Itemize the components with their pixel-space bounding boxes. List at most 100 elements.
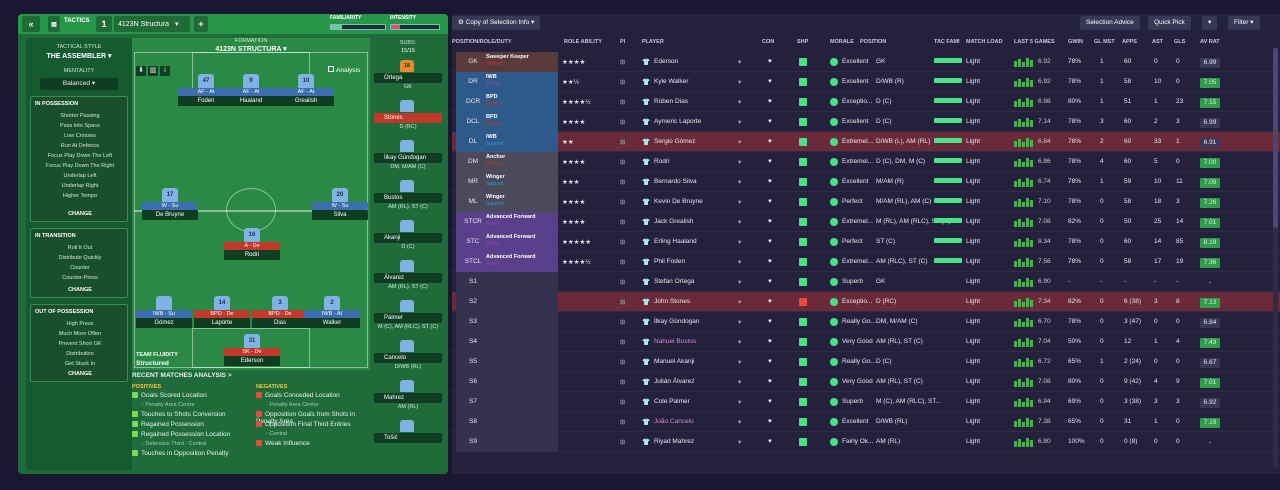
pi-icon[interactable]: ⊞ bbox=[620, 379, 626, 386]
table-scrollbar[interactable] bbox=[1273, 48, 1278, 468]
download-icon[interactable]: ⬇ bbox=[136, 66, 146, 76]
column-header[interactable]: CON bbox=[762, 39, 775, 45]
substitute-slot[interactable]: 18 Ortega GK bbox=[374, 60, 442, 98]
position-slot[interactable]: S8 bbox=[456, 412, 490, 432]
player-role-duty[interactable]: AF - At bbox=[278, 88, 334, 96]
column-header[interactable]: GWIN bbox=[1068, 39, 1083, 45]
chevron-down-icon[interactable]: ▾ bbox=[738, 399, 742, 406]
player-role-duty[interactable]: W - Su bbox=[142, 202, 198, 210]
player-role-duty[interactable]: W - Su bbox=[312, 202, 368, 210]
pi-icon[interactable]: ⊞ bbox=[620, 179, 626, 186]
role-duty-selector[interactable]: BPD Defend bbox=[484, 112, 558, 132]
pi-icon[interactable]: ⊞ bbox=[620, 219, 626, 226]
column-header[interactable]: ROLE ABILITY bbox=[564, 39, 602, 45]
substitute-slot[interactable]: Cancelo D/WB (RL) bbox=[374, 340, 442, 378]
substitute-slot[interactable]: Akanji D (C) bbox=[374, 220, 442, 258]
column-header[interactable]: APPS bbox=[1122, 39, 1137, 45]
role-duty-selector[interactable]: Anchor Defend bbox=[484, 152, 558, 172]
table-row[interactable]: S1 ⊞ 👕 Stefan Ortega ▾ ♥ Superb GK Light 6.90 - - - -… bbox=[452, 272, 1280, 292]
substitute-slot[interactable]: Álvarez AM (RL), ST (C) bbox=[374, 260, 442, 298]
quick-pick-button[interactable]: Quick Pick bbox=[1148, 16, 1191, 30]
player-role-duty[interactable]: AF - At bbox=[223, 88, 279, 96]
chevron-down-icon[interactable]: ▾ bbox=[738, 379, 742, 386]
table-row[interactable]: GK Sweeper Keeper Defend ★★★★ ⊞ 👕 Ederson ▾ ♥ Exc… bbox=[452, 52, 1280, 72]
chevron-down-icon[interactable]: ▾ bbox=[738, 259, 742, 266]
position-slot[interactable]: S4 bbox=[456, 332, 490, 352]
player-name[interactable]: Cole Palmer bbox=[654, 398, 690, 405]
bar-chart-icon[interactable]: ▥ bbox=[148, 66, 158, 76]
column-header[interactable]: MORALE bbox=[830, 39, 854, 45]
player-slot[interactable]: 47 AF - At Foden bbox=[178, 74, 234, 108]
player-slot[interactable]: 17 W - Su De Bruyne bbox=[142, 188, 198, 222]
chevron-down-icon[interactable]: ▾ bbox=[738, 239, 742, 246]
pi-icon[interactable]: ⊞ bbox=[620, 399, 626, 406]
chevron-down-icon[interactable]: ▾ bbox=[738, 79, 742, 86]
column-header[interactable]: MATCH LOAD bbox=[966, 39, 1003, 45]
role-duty-selector[interactable]: Advanced Forward Attack bbox=[484, 252, 558, 272]
player-name[interactable]: Nahuel Bustos bbox=[654, 338, 697, 345]
position-slot[interactable]: DL bbox=[456, 132, 490, 152]
pi-icon[interactable]: ⊞ bbox=[620, 279, 626, 286]
table-row[interactable]: ML Winger Support ★★★★ ⊞ 👕 Kevin De Bruyne ▾ ♥ Pe… bbox=[452, 192, 1280, 212]
chevron-down-icon[interactable]: ▾ bbox=[738, 179, 742, 186]
pi-icon[interactable]: ⊞ bbox=[620, 79, 626, 86]
chevron-down-icon[interactable]: ▾ bbox=[738, 339, 742, 346]
chevron-down-icon[interactable]: ▾ bbox=[738, 119, 742, 126]
table-row[interactable]: S6 ⊞ 👕 Julián Álvarez ▾ ♥ Very Good AM (RL), ST… bbox=[452, 372, 1280, 392]
table-row[interactable]: DL IWB Support ★★ ⊞ 👕 Sergio Gómez ▾ ♥ Extremel..… bbox=[452, 132, 1280, 152]
player-role-duty[interactable]: AF - At bbox=[178, 88, 234, 96]
position-slot[interactable]: GK bbox=[456, 52, 490, 72]
role-duty-selector[interactable]: Sweeper Keeper Defend bbox=[484, 52, 558, 72]
position-slot[interactable]: DR bbox=[456, 72, 490, 92]
substitute-slot[interactable]: Palmer M (C), AM (RLC), ST (C) bbox=[374, 300, 442, 338]
pi-icon[interactable]: ⊞ bbox=[620, 419, 626, 426]
column-header[interactable]: POSITION bbox=[860, 39, 887, 45]
column-header[interactable]: POSITION/ROLE/DUTY bbox=[452, 39, 512, 45]
player-name[interactable]: Erling Haaland bbox=[654, 238, 697, 245]
table-row[interactable]: S8 ⊞ 👕 João Cancelo ▾ ♥ Excellent D/WB (RL) Ligh… bbox=[452, 412, 1280, 432]
tactical-style-value[interactable]: THE ASSEMBLER ▾ bbox=[46, 53, 112, 60]
chevron-down-icon[interactable]: ▾ bbox=[738, 139, 742, 146]
selection-advice-button[interactable]: Selection Advice bbox=[1080, 16, 1140, 30]
table-row[interactable]: S2 ⊞ 👕 John Stones ▾ ♥ Exceptio... D (RC) Light 7… bbox=[452, 292, 1280, 312]
chevron-down-icon[interactable]: ▾ bbox=[738, 439, 742, 446]
player-name[interactable]: Phil Foden bbox=[654, 258, 686, 265]
in-transition-change-button[interactable]: CHANGE bbox=[68, 287, 92, 293]
view-selector[interactable]: ⚙ Copy of Selection Info ▾ bbox=[452, 16, 541, 30]
player-name[interactable]: Aymeric Laporte bbox=[654, 118, 702, 125]
table-row[interactable]: DCR BPD Defend ★★★★½ ⊞ 👕 Rúben Dias ▾ ♥ Exceptio.… bbox=[452, 92, 1280, 112]
collapse-button[interactable]: « bbox=[22, 16, 40, 32]
position-slot[interactable]: DCR bbox=[456, 92, 490, 112]
player-name[interactable]: İlkay Gündogan bbox=[654, 318, 700, 325]
chevron-down-icon[interactable]: ▾ bbox=[738, 199, 742, 206]
substitute-slot[interactable]: Bustos AM (RL), ST (C) bbox=[374, 180, 442, 218]
player-name[interactable]: Stefan Ortega bbox=[654, 278, 695, 285]
tactic-slot-number[interactable]: 1 bbox=[96, 16, 112, 32]
chevron-down-icon[interactable]: ▾ bbox=[738, 219, 742, 226]
chevron-down-icon[interactable]: ▾ bbox=[738, 419, 742, 426]
player-name[interactable]: John Stones bbox=[654, 298, 691, 305]
position-slot[interactable]: DCL bbox=[456, 112, 490, 132]
pi-icon[interactable]: ⊞ bbox=[620, 359, 626, 366]
quick-pick-dropdown[interactable]: ▾ bbox=[1202, 16, 1218, 30]
player-slot[interactable]: 14 BPD - De Laporte bbox=[194, 296, 250, 330]
player-name[interactable]: João Cancelo bbox=[654, 418, 694, 425]
role-duty-selector[interactable]: IWB Attack bbox=[484, 72, 558, 92]
position-slot[interactable]: S2 bbox=[456, 292, 490, 312]
pi-icon[interactable]: ⊞ bbox=[620, 239, 626, 246]
chevron-down-icon[interactable]: ▾ bbox=[738, 299, 742, 306]
role-duty-selector[interactable]: Winger Support bbox=[484, 172, 558, 192]
player-slot[interactable]: 20 W - Su Silva bbox=[312, 188, 368, 222]
position-slot[interactable]: S6 bbox=[456, 372, 490, 392]
player-name[interactable]: Rodri bbox=[654, 158, 670, 165]
tactic-selector[interactable]: 4123N Structura ▾ bbox=[114, 16, 190, 32]
substitute-slot[interactable]: Mahrez AM (RL) bbox=[374, 380, 442, 418]
pi-icon[interactable]: ⊞ bbox=[620, 119, 626, 126]
filter-button[interactable]: Filter ▾ bbox=[1228, 16, 1260, 30]
column-header[interactable]: SHP bbox=[797, 39, 809, 45]
player-slot[interactable]: 9 AF - At Haaland bbox=[223, 74, 279, 108]
position-slot[interactable]: S9 bbox=[456, 432, 490, 452]
table-row[interactable]: STC Advanced Forward Attack ★★★★★ ⊞ 👕 Erling H… bbox=[452, 232, 1280, 252]
player-slot[interactable]: 2 IWB - At Walker bbox=[304, 296, 360, 330]
chevron-down-icon[interactable]: ▾ bbox=[738, 359, 742, 366]
